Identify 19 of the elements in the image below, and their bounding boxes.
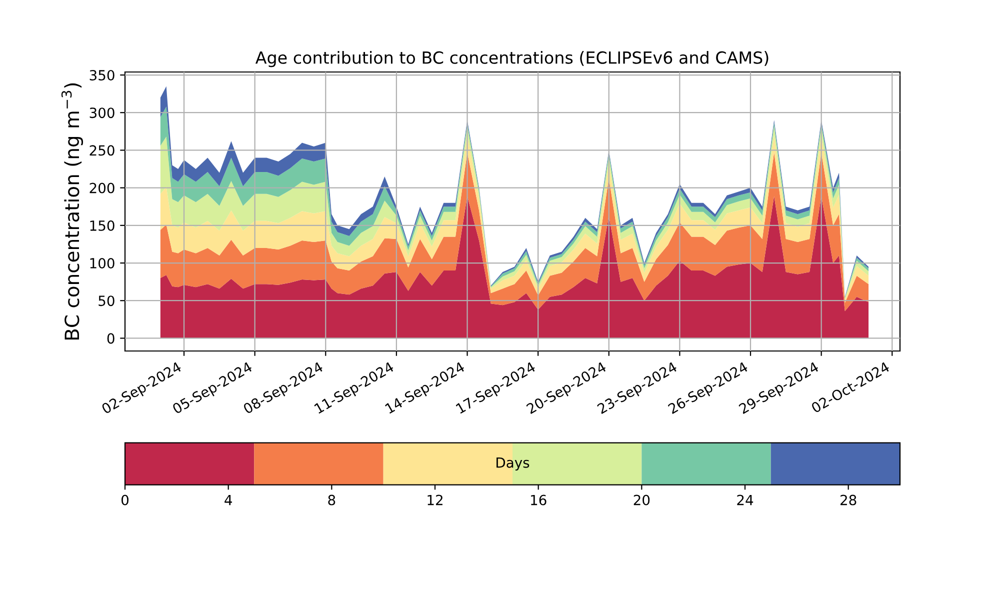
y-tick-label: 0 [107,333,114,344]
color-bar-label: 12 [428,494,442,506]
color-bar-label: 20 [634,494,650,506]
y-tick-label: 150 [90,220,114,231]
color-bar-label: 16 [531,494,546,506]
y-tick-label: 100 [90,258,114,268]
y-tick-label: 300 [90,108,114,118]
color-bar-label: 28 [840,494,856,506]
y-tick-label: 250 [90,145,114,156]
color-bar-title: Days [496,458,530,471]
color-bar-label: 24 [737,494,754,506]
color-bar-label: 0 [121,494,128,506]
y-axis-title: BC concentration (ng m$^{−3}$) [61,83,84,340]
y-tick-label: 50 [98,296,114,306]
color-bar-label: 4 [224,494,232,506]
y-tick-label: 350 [90,70,114,80]
chart-title: Age contribution to BC concentrations (ECLIPSEv6 and CAMS) [255,51,768,68]
y-tick-label: 200 [90,182,114,194]
color-bar-label: 8 [328,494,336,506]
